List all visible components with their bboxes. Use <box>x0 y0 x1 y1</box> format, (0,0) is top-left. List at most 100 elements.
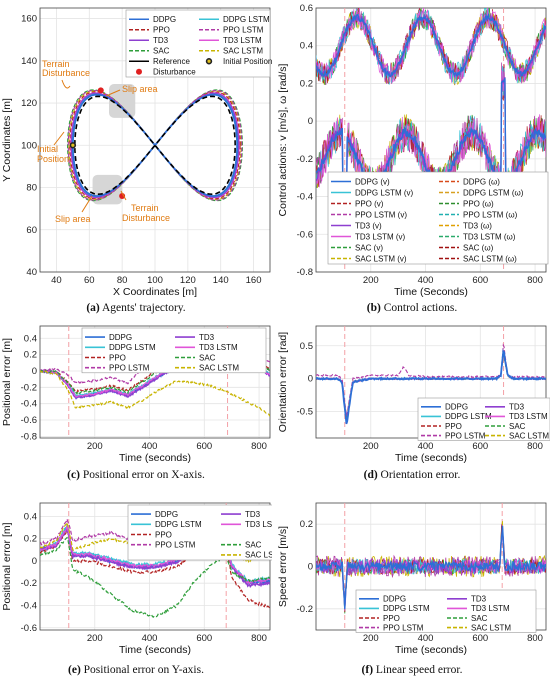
legend-label: SAC <box>509 422 526 431</box>
y-tick-label: 0.2 <box>300 519 313 530</box>
y-tick-label: 160 <box>21 14 37 25</box>
caption-tag: (d) <box>363 469 378 481</box>
x-tick-label: 60 <box>84 275 95 286</box>
x-tick-label: 800 <box>527 441 543 452</box>
x-tick-label: 600 <box>196 441 212 452</box>
legend-label: DDPG LSTM <box>383 604 430 613</box>
y-tick-label: 40 <box>26 267 37 278</box>
caption-text: Orientation error. <box>377 469 461 481</box>
y-axis-label: Speed error [m/s] <box>277 526 289 607</box>
x-tick-label: 800 <box>251 633 267 644</box>
legend-label: SAC <box>153 47 170 56</box>
x-axis-label: Time (Seconds) <box>394 286 468 298</box>
legend-label: Initial Position <box>223 57 272 66</box>
series-line-sac-lstm <box>40 370 270 417</box>
legend-label: SAC <box>471 614 488 623</box>
y-tick-label: 100 <box>21 140 37 151</box>
legend-label: DDPG LSTM (v) <box>355 188 414 197</box>
y-tick-label: -0.4 <box>297 192 313 203</box>
y-axis-label: Y Coordinates [m] <box>1 98 13 182</box>
chart-panel-c: 200 400 600 800 -0.8 -0.6 -0.4 -0.2 0 0.2 0.4 Time … <box>1 325 271 464</box>
legend-label: SAC LSTM <box>471 623 511 632</box>
caption-tag: (e) <box>68 664 81 676</box>
x-tick-label: 160 <box>246 275 262 286</box>
x-tick-label: 200 <box>87 441 103 452</box>
legend-label: DDPG LSTM (ω) <box>463 188 524 197</box>
y-tick-label: 60 <box>26 225 37 236</box>
plot-frame <box>39 325 271 439</box>
legend-label: DDPG (v) <box>355 177 390 186</box>
caption-text: Control actions. <box>380 302 458 314</box>
plot-content <box>316 326 546 438</box>
y-axis-label: Orientation error [rad] <box>277 332 289 432</box>
legend-box <box>327 171 549 265</box>
trajectory-reference <box>73 95 236 196</box>
y-tick-label: 0.2 <box>24 534 37 545</box>
caption-tag: (b) <box>366 302 381 314</box>
y-tick-label: -0.6 <box>21 623 37 634</box>
x-tick-label: 800 <box>527 633 543 644</box>
x-axis-label: Time (seconds) <box>119 452 191 464</box>
legend-swatch <box>136 68 142 75</box>
legend-label: SAC LSTM <box>199 364 239 373</box>
chart-panel-d: 200 400 600 800 -0.5 0 0.5 Time (seconds) Orient… <box>277 325 550 464</box>
x-tick-label: 600 <box>196 633 212 644</box>
caption-c: (c) Positional error on X-axis. <box>0 469 272 481</box>
annotation-arrow <box>53 131 65 146</box>
chart-panel-f: 200 400 600 800 -0.2 0 0.2 Time (seconds) Speed … <box>277 502 547 656</box>
series-line-td3-lstm <box>40 525 270 585</box>
x-tick-label: 600 <box>472 275 488 286</box>
y-tick-label: 0 <box>32 366 37 377</box>
legend-label: PPO <box>155 530 172 539</box>
caption-a: (a) Agents' trajectory. <box>0 302 272 314</box>
legend-label: PPO LSTM <box>155 541 196 550</box>
annotation-arrow <box>105 89 121 97</box>
legend-box <box>355 589 537 633</box>
legend-box <box>127 504 272 561</box>
legend-label: SAC <box>199 353 216 362</box>
y-tick-label: 0.2 <box>24 350 37 361</box>
series-line-ppo-lstm <box>316 343 546 416</box>
y-tick-label: -0.6 <box>297 229 313 240</box>
y-tick-label: 0.4 <box>300 41 313 52</box>
legend-label: SAC LSTM (ω) <box>463 254 517 263</box>
y-tick-label: -0.2 <box>21 578 37 589</box>
legend-label: TD3 <box>245 510 261 519</box>
legend-label: SAC (ω) <box>463 243 494 252</box>
y-axis-label: Control actions: v [m/s], ω [rad/s] <box>277 63 289 216</box>
y-tick-label: -0.2 <box>297 154 313 165</box>
legend-label: TD3 <box>153 36 169 45</box>
x-tick-label: 400 <box>142 633 158 644</box>
legend-label: TD3 <box>199 333 215 342</box>
x-axis-label: Time (seconds) <box>395 644 467 656</box>
legend-label: TD3 LSTM <box>245 520 272 529</box>
caption-text: Positional error on X-axis. <box>79 469 205 481</box>
y-tick-label: -0.8 <box>297 267 313 278</box>
y-tick-label: 0 <box>32 556 37 567</box>
legend-label: PPO <box>383 614 400 623</box>
legend-label: TD3 LSTM (v) <box>355 232 406 241</box>
legend-label: TD3 (ω) <box>463 221 492 230</box>
legend-label: TD3 LSTM <box>199 343 238 352</box>
caption-f: (f) Linear speed error. <box>276 664 548 676</box>
x-tick-label: 100 <box>147 275 163 286</box>
x-axis-label: Time (seconds) <box>119 644 191 656</box>
y-tick-label: -0.5 <box>297 407 313 418</box>
legend-label: DDPG LSTM <box>109 343 156 352</box>
plot-frame <box>315 7 547 273</box>
legend-label: DDPG <box>383 595 406 604</box>
y-tick-label: 80 <box>26 183 37 194</box>
x-tick-label: 140 <box>213 275 229 286</box>
x-tick-label: 80 <box>117 275 128 286</box>
y-tick-label: -0.8 <box>21 431 37 442</box>
x-tick-label: 400 <box>418 441 434 452</box>
legend-label: DDPG <box>109 333 132 342</box>
legend-label: SAC (v) <box>355 243 383 252</box>
y-tick-label: 0.6 <box>300 3 313 14</box>
annotation-arrow <box>61 79 71 89</box>
series-line-ddpg <box>316 525 546 610</box>
caption-d: (d) Orientation error. <box>276 469 548 481</box>
legend-label: TD3 LSTM <box>223 36 262 45</box>
x-tick-label: 400 <box>418 633 434 644</box>
